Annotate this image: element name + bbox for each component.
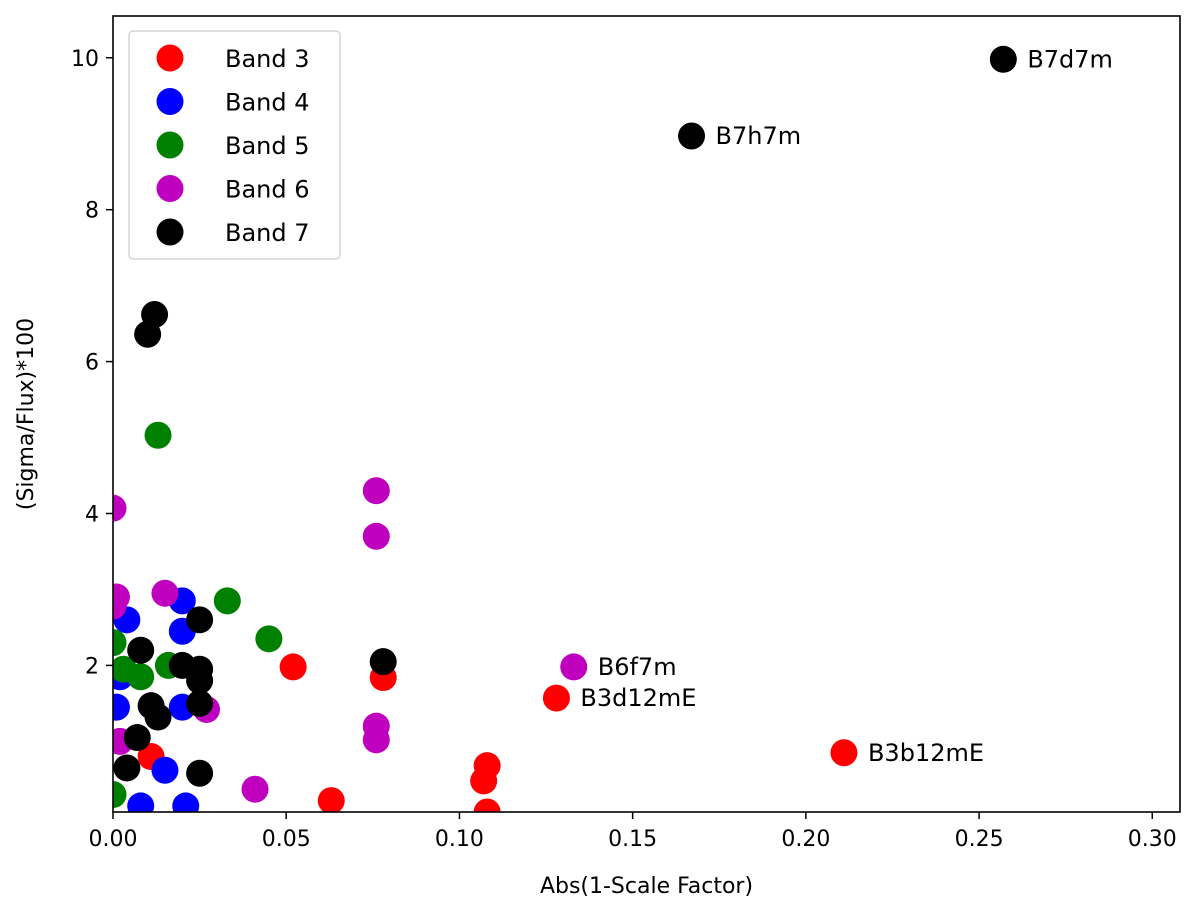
data-point-band-5 (144, 421, 172, 449)
data-point-band-6 (113, 592, 127, 620)
data-point-band-6 (362, 726, 390, 754)
data-points (113, 45, 1017, 812)
data-point-band-7 (989, 45, 1017, 73)
point-annotation: B6f7m (598, 653, 677, 681)
y-axis-label: (Sigma/Flux)*100 (14, 318, 39, 510)
data-point-band-7 (144, 703, 172, 731)
data-point-band-7 (123, 724, 151, 752)
data-point-band-4 (172, 792, 200, 812)
legend-marker (156, 218, 184, 246)
point-annotation: B3b12mE (868, 739, 984, 767)
legend-marker (156, 175, 184, 202)
legend-label: Band 6 (225, 176, 310, 204)
x-tick-label: 0.20 (781, 827, 830, 852)
data-point-band-7 (369, 648, 397, 676)
data-point-band-7 (113, 754, 141, 782)
x-tick-label: 0.25 (955, 827, 1004, 852)
data-point-band-3 (830, 739, 858, 767)
x-tick-label: 0.10 (435, 827, 484, 852)
legend-label: Band 7 (225, 219, 310, 247)
x-axis-label: Abs(1-Scale Factor) (540, 874, 753, 899)
annotations: B7d7m B7h7m B6f7m B3d12mE B3b12mE (580, 45, 1113, 766)
data-point-band-5 (127, 663, 155, 691)
data-point-band-4 (127, 792, 155, 812)
data-point-band-7 (141, 301, 169, 328)
data-point-band-6 (151, 579, 179, 607)
data-point-band-3 (542, 684, 570, 712)
x-tick-label: 0.00 (89, 827, 138, 852)
data-point-band-6 (241, 775, 269, 803)
point-annotation: B3d12mE (580, 684, 696, 712)
data-point-band-6 (560, 653, 588, 681)
data-point-band-7 (186, 689, 214, 717)
plot-frame (112, 15, 1181, 813)
x-tick-label: 0.05 (262, 827, 311, 852)
data-point-band-4 (151, 756, 179, 784)
legend-marker (156, 131, 184, 159)
data-point-band-6 (113, 494, 127, 522)
data-point-band-3 (317, 787, 345, 812)
legend-marker (156, 88, 184, 115)
data-point-band-3 (279, 653, 307, 681)
data-point-band-6 (362, 522, 390, 550)
data-point-band-5 (213, 587, 241, 615)
data-point-band-3 (473, 752, 501, 780)
legend-box (128, 30, 341, 260)
x-tick-label: 0.15 (608, 827, 657, 852)
data-point-band-7 (678, 122, 706, 150)
data-point-band-3 (473, 798, 501, 812)
point-annotation: B7h7m (716, 122, 802, 150)
data-point-band-7 (186, 667, 214, 695)
y-tick-label: 10 (71, 47, 99, 72)
y-tick-label: 8 (85, 199, 99, 224)
data-point-band-5 (113, 629, 127, 657)
legend-marker (156, 44, 184, 72)
y-tick-label: 2 (85, 654, 99, 679)
x-axis-ticks: 0.00 0.05 0.10 0.15 0.20 0.25 0.30 (89, 812, 1177, 852)
point-annotation: B7d7m (1027, 45, 1113, 73)
legend-items: Band 3 Band 4 Band 5 Band 6 Band 7 (156, 44, 310, 247)
data-point-band-5 (255, 625, 283, 653)
x-tick-label: 0.30 (1128, 827, 1177, 852)
y-tick-label: 4 (85, 503, 99, 528)
y-tick-label: 6 (85, 351, 99, 376)
y-axis-ticks: 2 4 6 8 10 (71, 47, 113, 679)
data-point-band-6 (362, 477, 390, 505)
data-point-band-7 (127, 636, 155, 664)
data-point-band-5 (113, 781, 127, 809)
data-point-band-4 (113, 693, 130, 721)
data-point-band-7 (186, 759, 214, 787)
legend-label: Band 3 (225, 45, 310, 73)
legend-label: Band 4 (225, 89, 310, 117)
data-point-band-7 (186, 606, 214, 634)
legend: Band 3 Band 4 Band 5 Band 6 Band 7 (128, 30, 341, 260)
legend-label: Band 5 (225, 132, 310, 160)
